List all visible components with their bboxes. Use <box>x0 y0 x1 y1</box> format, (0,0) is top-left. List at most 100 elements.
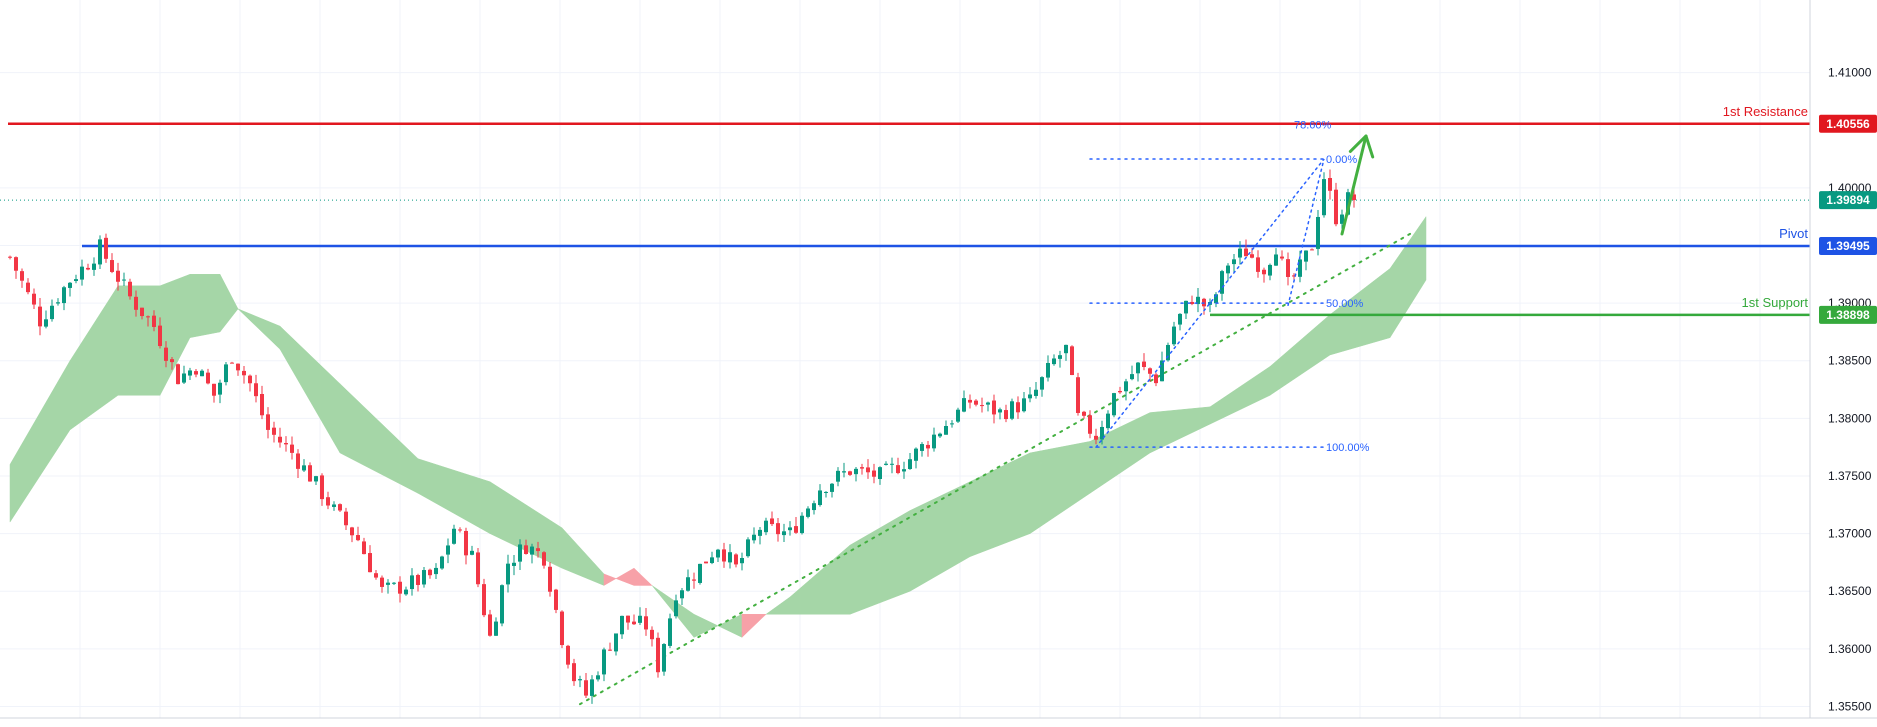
price-badge-label: 1.39495 <box>1826 239 1870 253</box>
candle-body <box>1220 271 1224 294</box>
candle-body <box>392 582 396 584</box>
candle-body <box>824 491 828 493</box>
candle-body <box>818 490 822 506</box>
candle-body <box>320 475 324 500</box>
candle-body <box>1340 214 1344 224</box>
candle-body <box>1232 259 1236 265</box>
candle-body <box>686 577 690 591</box>
candle-body <box>86 267 90 270</box>
candle-body <box>1304 250 1308 262</box>
fib-level-label: 100.00% <box>1326 442 1370 454</box>
candle-body <box>752 534 756 541</box>
candle-body <box>638 615 642 623</box>
candle-body <box>428 569 432 576</box>
cloud-segment-bullish <box>9 359 71 523</box>
candle-body <box>590 679 594 696</box>
candle-body <box>212 383 216 396</box>
cloud-segment-bullish <box>1029 441 1091 535</box>
candle-body <box>416 575 420 585</box>
candle-body <box>200 370 204 377</box>
candle-body <box>764 520 768 533</box>
candle-body <box>956 409 960 422</box>
candle-body <box>20 271 24 281</box>
candle-body <box>1214 294 1218 304</box>
candle-body <box>470 550 474 555</box>
candle-body <box>404 589 408 595</box>
candle-body <box>1292 275 1296 277</box>
candle-body <box>386 582 390 585</box>
candle-body <box>452 528 456 544</box>
cloud-segment-bullish <box>909 481 971 592</box>
cloud-segment-bullish <box>693 613 743 638</box>
candle-body <box>710 557 714 564</box>
candle-body <box>230 362 234 364</box>
candle-body <box>776 523 780 535</box>
candle-body <box>890 463 894 465</box>
candle-body <box>134 296 138 310</box>
candle-body <box>500 585 504 624</box>
candle-body <box>1070 346 1074 376</box>
candle-body <box>1322 179 1326 216</box>
candle-body <box>260 394 264 416</box>
candle-body <box>512 562 516 566</box>
candle-body <box>1022 398 1026 412</box>
cloud-segment-bearish <box>603 567 635 586</box>
candle-body <box>560 611 564 646</box>
candle-body <box>1172 326 1176 345</box>
candle-body <box>80 266 84 280</box>
candle-body <box>602 649 606 675</box>
candle-body <box>188 370 192 376</box>
candle-body <box>806 508 810 517</box>
candle-body <box>1274 254 1278 266</box>
candle-body <box>578 679 582 681</box>
price-badge <box>1819 237 1877 256</box>
candle-body <box>542 552 546 566</box>
candle-body <box>1058 355 1062 359</box>
candle-body <box>434 567 438 575</box>
candle-body <box>338 504 342 511</box>
candle-body <box>812 503 816 511</box>
candle-body <box>926 444 930 449</box>
candle-body <box>992 400 996 415</box>
price-badge-label: 1.40556 <box>1826 117 1870 131</box>
candle-body <box>1106 413 1110 429</box>
y-tick-label: 1.41000 <box>1828 66 1872 80</box>
candle-body <box>374 573 378 578</box>
candle-body <box>914 448 918 461</box>
candle-body <box>986 402 990 405</box>
cloud-segment-bearish <box>741 614 767 638</box>
candle-body <box>596 675 600 680</box>
candle-body <box>734 554 738 565</box>
candle-body <box>656 637 660 673</box>
cloud-segment-bullish <box>1209 366 1271 425</box>
candle-body <box>170 359 174 363</box>
candle-body <box>770 518 774 525</box>
candle-body <box>1094 435 1098 440</box>
candle-body <box>92 263 96 270</box>
candle-body <box>146 316 150 318</box>
candle-body <box>830 483 834 492</box>
cloud-segment-bullish <box>651 585 695 639</box>
candle-body <box>380 577 384 587</box>
candle-body <box>164 347 168 361</box>
candle-body <box>662 644 666 672</box>
candle-body <box>158 325 162 347</box>
candle-body <box>1262 269 1266 275</box>
candle-body <box>884 463 888 465</box>
candle-body <box>218 382 222 395</box>
candle-body <box>1034 389 1038 396</box>
candle-body <box>1148 368 1152 374</box>
candle-body <box>1142 361 1146 368</box>
candle-body <box>1310 249 1314 251</box>
price-badge <box>1819 114 1877 133</box>
cloud-segment-bullish <box>1269 314 1331 396</box>
ascending-trendline <box>579 230 1415 706</box>
candle-body <box>1238 248 1242 258</box>
ichimoku-cloud-layer <box>9 215 1427 639</box>
candle-body <box>1352 194 1356 201</box>
candle-body <box>104 237 108 259</box>
candle-body <box>482 584 486 616</box>
candle-body <box>56 302 60 304</box>
y-tick-label: 1.36500 <box>1828 584 1872 598</box>
